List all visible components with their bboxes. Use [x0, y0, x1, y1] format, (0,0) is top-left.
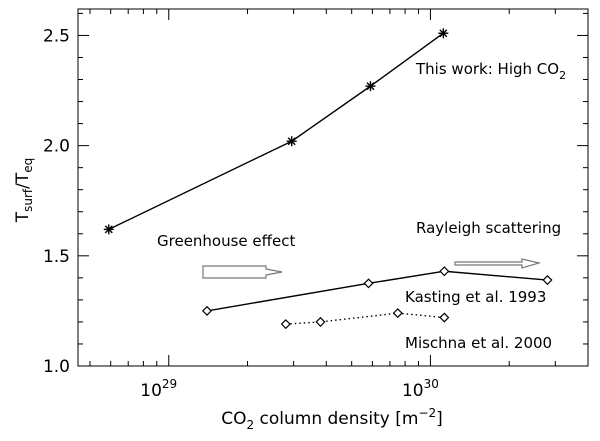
- asterisk-stroke: [366, 82, 375, 91]
- rayleigh-arrow-icon: [454, 258, 542, 269]
- annotation-kasting: Kasting et al. 1993: [405, 288, 546, 306]
- annotation-this-work: This work: High CO2: [415, 60, 566, 82]
- data-point-diamond: [280, 319, 291, 330]
- asterisk-stroke: [104, 225, 113, 234]
- plot-frame: [77, 8, 589, 367]
- series-line-1: [206, 270, 548, 312]
- x-tick-labels: 1029 1030: [140, 377, 439, 401]
- asterisk-stroke: [439, 29, 448, 38]
- series-group: [103, 28, 553, 330]
- data-point-asterisk: [286, 136, 297, 147]
- y-tick-label: 2.5: [43, 26, 70, 46]
- data-point-diamond: [315, 316, 326, 327]
- y-tick-label: 1.5: [43, 247, 70, 267]
- greenhouse-arrow-icon: [202, 265, 283, 279]
- data-point-diamond: [392, 308, 403, 319]
- series-line-0: [108, 32, 444, 231]
- data-point-diamond: [439, 266, 450, 277]
- data-point-asterisk: [103, 224, 114, 235]
- data-point-diamond: [201, 305, 213, 316]
- annotation-greenhouse: Greenhouse effect: [157, 232, 295, 250]
- x-axis-title: CO2 column density [m−2]: [221, 406, 443, 432]
- data-point-diamond: [439, 312, 450, 323]
- x-tick-label: 1029: [140, 377, 177, 401]
- data-point-asterisk: [438, 28, 449, 39]
- annotation-rayleigh: Rayleigh scattering: [416, 219, 561, 237]
- x-tick-label: 1030: [402, 377, 439, 401]
- data-point-asterisk: [365, 81, 376, 92]
- y-axis-title: Tsurf/Teq: [13, 158, 35, 224]
- axis-ticks: [78, 9, 588, 367]
- y-tick-label: 1.0: [43, 357, 70, 377]
- y-tick-labels: 1.0 1.5 2.0 2.5: [43, 26, 70, 377]
- series-line-2: [285, 312, 445, 325]
- y-tick-label: 2.0: [43, 137, 70, 157]
- data-point-diamond: [363, 278, 374, 289]
- annotation-mischna: Mischna et al. 2000: [405, 334, 552, 352]
- asterisk-stroke: [287, 137, 296, 146]
- data-point-diamond: [542, 275, 553, 286]
